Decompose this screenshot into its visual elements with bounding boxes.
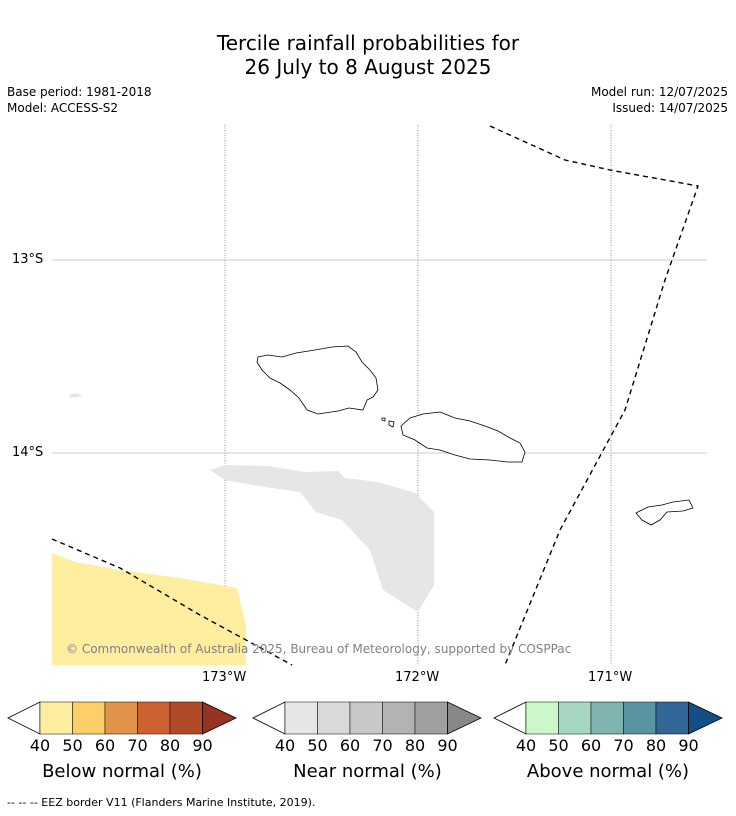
meta-left: Base period: 1981-2018 Model: ACCESS-S2 bbox=[7, 84, 152, 116]
title-line-1: Tercile rainfall probabilities for bbox=[216, 31, 520, 55]
tick-label: 90 bbox=[192, 736, 213, 755]
colorbar-near-bin-1 bbox=[284, 701, 318, 735]
tick-label: 50 bbox=[548, 736, 569, 755]
colorbar-near-extend-low bbox=[252, 701, 286, 735]
meta-right: Model run: 12/07/2025 Issued: 14/07/2025 bbox=[591, 84, 728, 116]
lon-label-173w: 173°W bbox=[202, 670, 247, 685]
tick-label: 90 bbox=[678, 736, 699, 755]
chart-title: Tercile rainfall probabilities for 26 Ju… bbox=[0, 31, 736, 79]
issued-date: Issued: 14/07/2025 bbox=[612, 101, 728, 115]
colorbar-below-bin-5 bbox=[169, 701, 203, 735]
tick-label: 90 bbox=[437, 736, 458, 755]
colorbar-above-bin-4 bbox=[623, 701, 657, 735]
colorbar-above-extend-low bbox=[493, 701, 527, 735]
model-run: Model run: 12/07/2025 bbox=[590, 85, 728, 99]
tick-label: 40 bbox=[515, 736, 537, 755]
lon-label-172w: 172°W bbox=[395, 670, 440, 685]
colorbar-near-bin-5 bbox=[414, 701, 448, 735]
colorbar-below-bin-4 bbox=[137, 701, 171, 735]
colorbar-above bbox=[493, 701, 723, 735]
eez-border-note: -- -- -- EEZ border V11 (Flanders Marine… bbox=[7, 796, 316, 809]
tick-label: 80 bbox=[159, 736, 181, 755]
tick-label: 40 bbox=[29, 736, 51, 755]
colorbar-below-label: Below normal (%) bbox=[42, 761, 202, 782]
tick-label: 60 bbox=[580, 736, 602, 755]
colorbar-near-bin-3 bbox=[349, 701, 383, 735]
colorbar-near-extend-high bbox=[447, 701, 482, 735]
lon-label-171w: 171°W bbox=[588, 670, 633, 685]
tick-label: 70 bbox=[372, 736, 393, 755]
colorbar-below-extend-high bbox=[202, 701, 237, 735]
colorbar-below-extend-low bbox=[7, 701, 41, 735]
tick-label: 40 bbox=[274, 736, 296, 755]
colorbar-below-bin-1 bbox=[39, 701, 73, 735]
below-normal-region bbox=[52, 553, 246, 665]
colorbar-below-bin-3 bbox=[104, 701, 138, 735]
colorbar-near-bin-2 bbox=[317, 701, 351, 735]
tick-label: 50 bbox=[62, 736, 83, 755]
island-apolima bbox=[381, 417, 386, 422]
island-tutuila bbox=[635, 499, 694, 526]
near-normal-speck bbox=[69, 393, 83, 398]
colorbar-near-label: Near normal (%) bbox=[293, 761, 442, 782]
lat-label-13s: 13°S bbox=[12, 252, 44, 267]
eez-border-southwest bbox=[51, 538, 293, 666]
island-savaii bbox=[256, 345, 379, 415]
near-normal-region bbox=[210, 465, 434, 612]
colorbar-above-bin-2 bbox=[558, 701, 592, 735]
colorbar-near-bin-4 bbox=[382, 701, 416, 735]
colorbar-below-bin-2 bbox=[72, 701, 106, 735]
tick-label: 70 bbox=[613, 736, 634, 755]
tick-label: 60 bbox=[339, 736, 361, 755]
title-line-2: 26 July to 8 August 2025 bbox=[244, 55, 492, 79]
model-name: Model: ACCESS-S2 bbox=[7, 101, 119, 115]
colorbar-near bbox=[252, 701, 482, 735]
tick-label: 80 bbox=[404, 736, 426, 755]
copyright-notice: © Commonwealth of Australia 2025, Bureau… bbox=[66, 642, 572, 656]
colorbar-above-extend-high bbox=[688, 701, 723, 735]
tick-label: 60 bbox=[94, 736, 116, 755]
colorbar-above-label: Above normal (%) bbox=[526, 761, 690, 782]
colorbar-above-bin-3 bbox=[590, 701, 624, 735]
tick-label: 80 bbox=[645, 736, 667, 755]
eez-border-east bbox=[489, 125, 699, 666]
island-manono bbox=[388, 420, 395, 428]
lat-label-14s: 14°S bbox=[12, 445, 44, 460]
base-period: Base period: 1981-2018 bbox=[7, 85, 152, 99]
colorbar-below bbox=[7, 701, 237, 735]
island-upolu bbox=[400, 411, 526, 463]
colorbar-above-bin-1 bbox=[525, 701, 559, 735]
tick-label: 50 bbox=[307, 736, 328, 755]
tick-label: 70 bbox=[127, 736, 148, 755]
colorbar-above-bin-5 bbox=[655, 701, 689, 735]
